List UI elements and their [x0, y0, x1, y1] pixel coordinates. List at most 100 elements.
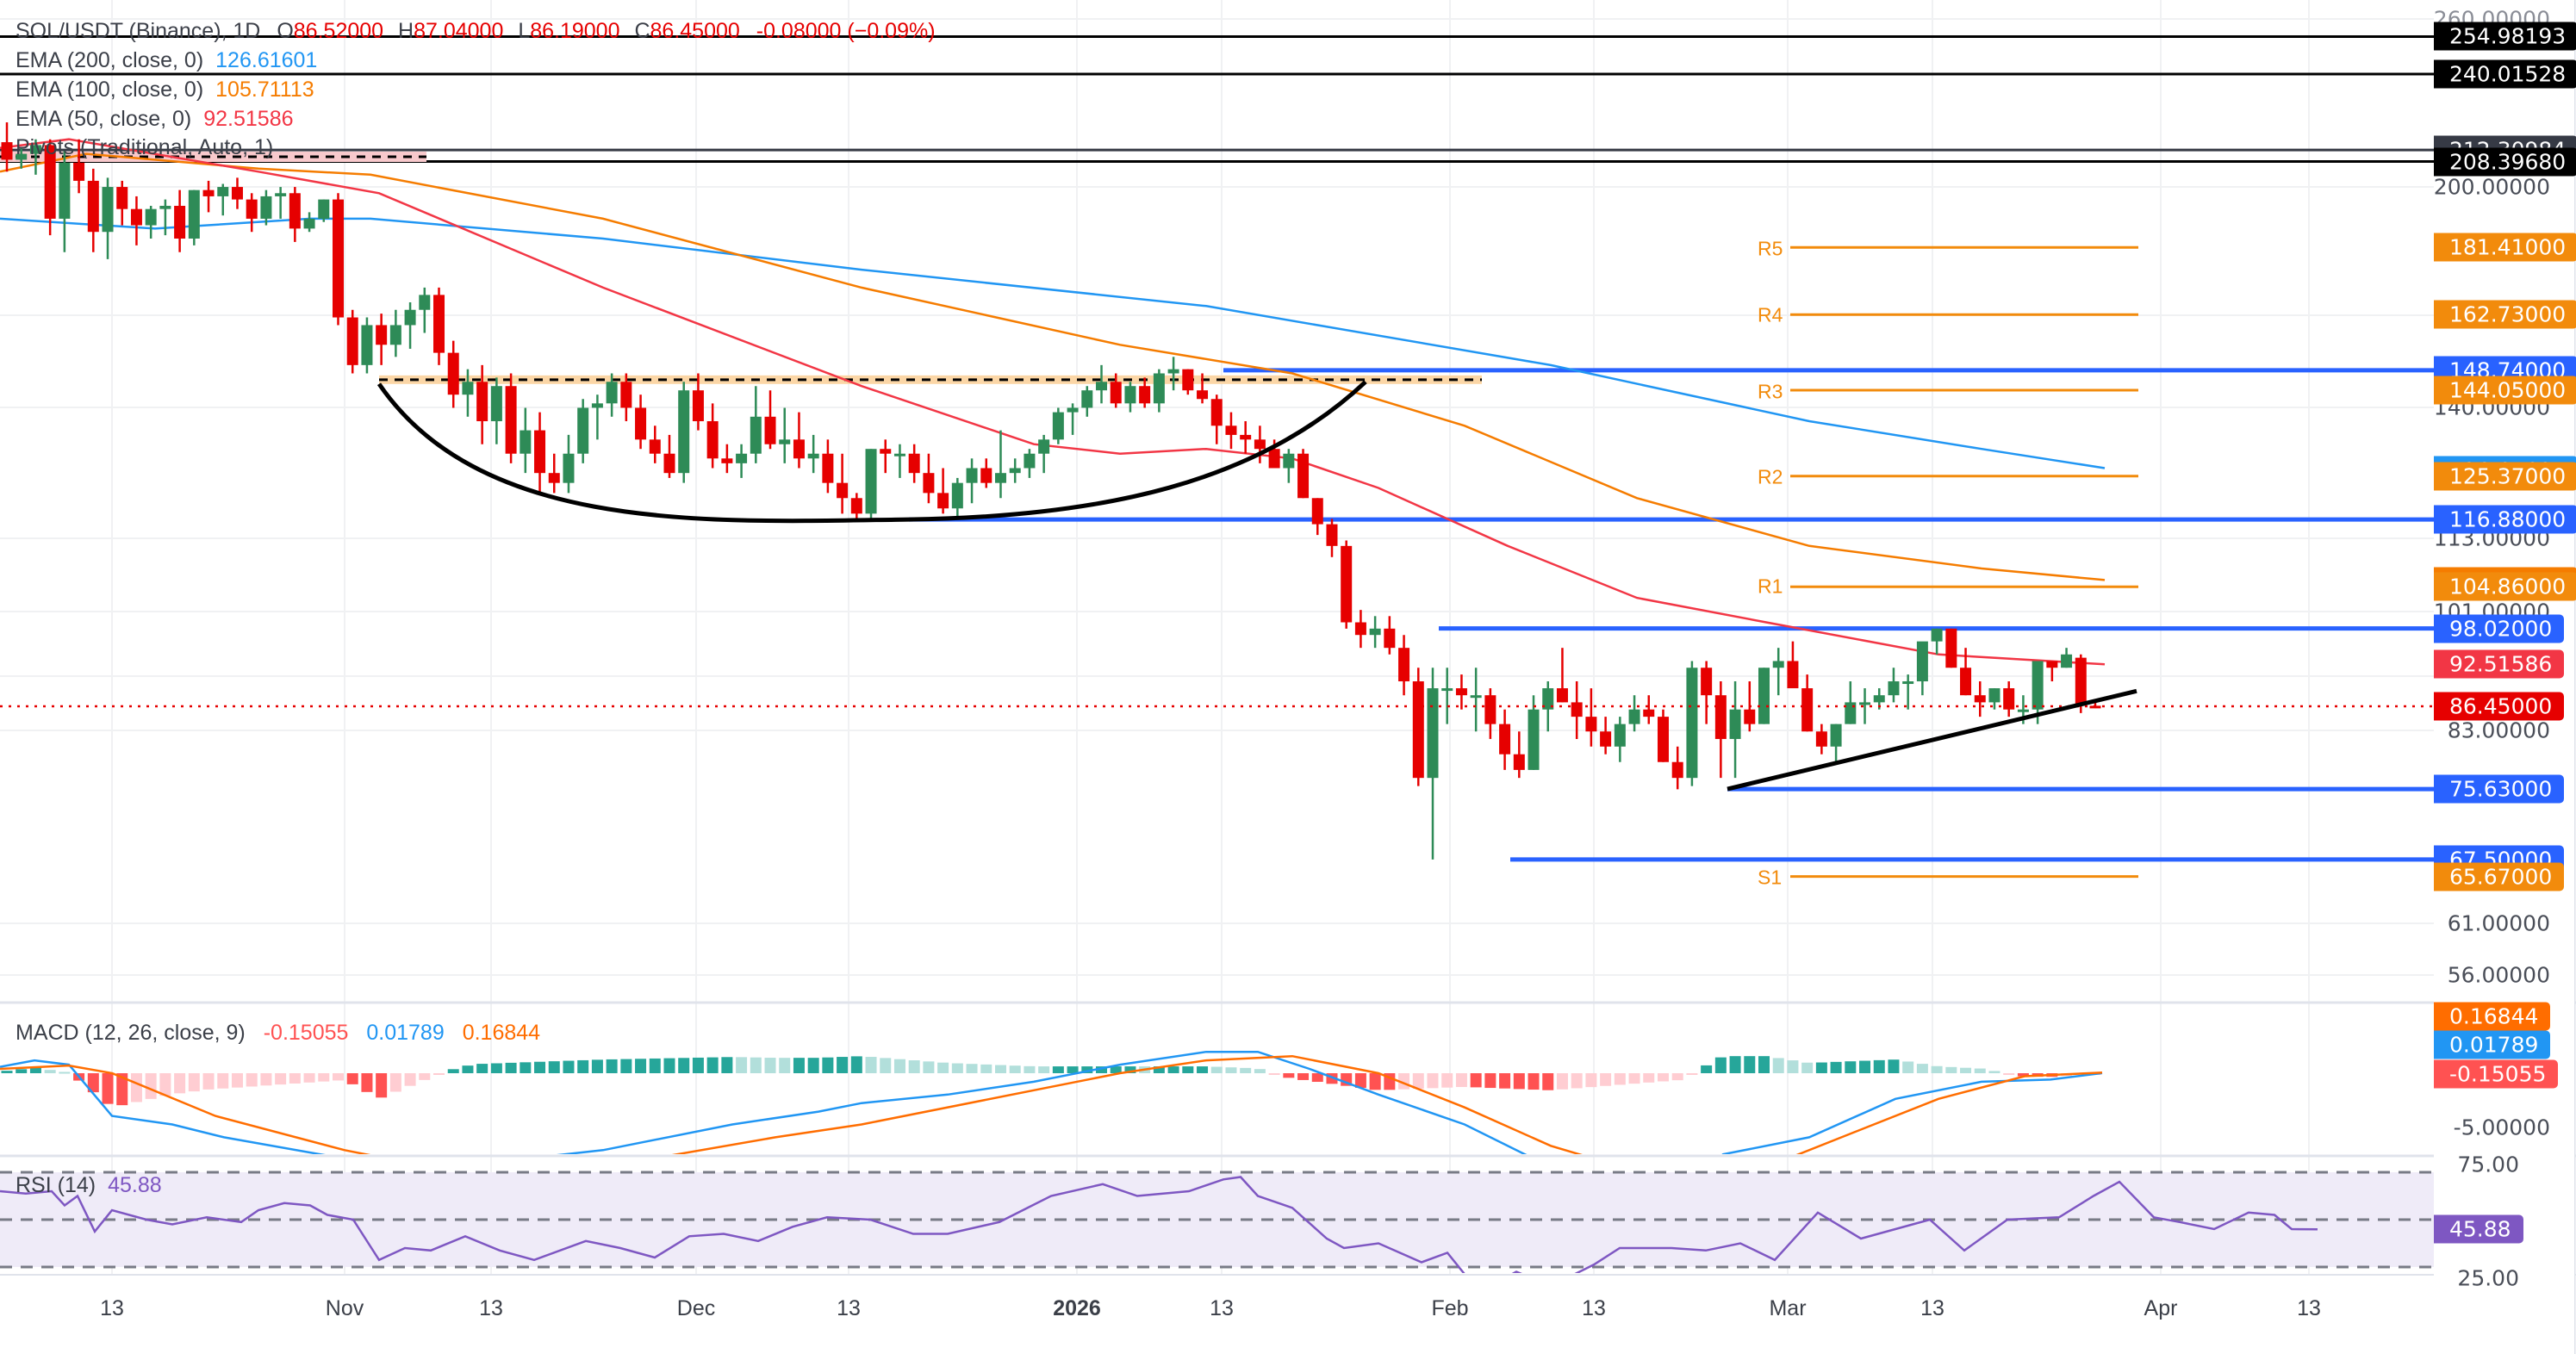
candle[interactable]	[736, 444, 748, 478]
candle[interactable]	[102, 177, 114, 259]
ema100-legend[interactable]: EMA (100, close, 0) 105.71113	[16, 78, 314, 102]
candle[interactable]	[1528, 695, 1540, 770]
candle[interactable]	[289, 187, 301, 242]
candle[interactable]	[1038, 434, 1050, 474]
candle[interactable]	[490, 377, 502, 444]
candle[interactable]	[462, 369, 474, 417]
candle[interactable]	[1542, 681, 1554, 732]
macd-signal-line[interactable]	[0, 1054, 2103, 1184]
candle[interactable]	[893, 444, 905, 478]
candle[interactable]	[1110, 373, 1122, 408]
ema50-line[interactable]	[0, 138, 2106, 666]
candle[interactable]	[1714, 681, 1727, 779]
candle[interactable]	[880, 439, 892, 474]
candle[interactable]	[217, 183, 229, 216]
candle[interactable]	[1067, 403, 1079, 435]
candle[interactable]	[721, 444, 733, 474]
candle[interactable]	[2003, 681, 2015, 717]
candle[interactable]	[1801, 674, 1814, 732]
candle[interactable]	[318, 199, 330, 222]
candle[interactable]	[1153, 369, 1165, 413]
pivots-legend[interactable]: Pivots (Traditional, Auto, 1)	[16, 135, 273, 160]
candle[interactable]	[1585, 688, 1597, 747]
candle[interactable]	[376, 314, 388, 365]
candle[interactable]	[87, 168, 99, 252]
candle[interactable]	[1167, 357, 1179, 391]
candle[interactable]	[361, 317, 373, 374]
candle[interactable]	[1758, 668, 1770, 724]
candle[interactable]	[1945, 628, 1957, 668]
candle[interactable]	[923, 453, 935, 504]
candle[interactable]	[1916, 641, 1928, 696]
candle[interactable]	[116, 180, 128, 226]
candle[interactable]	[1888, 668, 1900, 703]
candle[interactable]	[1470, 668, 1482, 732]
cup-pattern-arc[interactable]	[376, 380, 1367, 524]
candle[interactable]	[275, 187, 287, 219]
candle[interactable]	[779, 407, 791, 463]
candle[interactable]	[822, 439, 834, 494]
candle[interactable]	[837, 453, 849, 514]
candle[interactable]	[1974, 681, 1986, 717]
candle[interactable]	[130, 196, 142, 245]
rsi-legend[interactable]: RSI (14) 45.88	[16, 1173, 162, 1198]
candle[interactable]	[1398, 635, 1410, 696]
candle[interactable]	[1, 122, 13, 172]
candle[interactable]	[346, 309, 358, 374]
candle[interactable]	[1614, 717, 1626, 762]
candle[interactable]	[1369, 616, 1381, 649]
ema200-legend[interactable]: EMA (200, close, 0) 126.61601	[16, 48, 317, 73]
candle[interactable]	[188, 189, 200, 245]
candle[interactable]	[73, 139, 85, 194]
candle[interactable]	[2046, 661, 2058, 682]
candle[interactable]	[865, 449, 877, 519]
candle[interactable]	[1671, 746, 1683, 790]
candle[interactable]	[246, 193, 258, 233]
candle[interactable]	[520, 407, 532, 474]
rising-trendline[interactable]	[1727, 688, 2137, 792]
candle[interactable]	[534, 412, 546, 494]
candle[interactable]	[1513, 731, 1525, 779]
candle[interactable]	[548, 453, 560, 494]
candle[interactable]	[1960, 648, 1972, 696]
candle[interactable]	[649, 425, 661, 463]
candle[interactable]	[1931, 628, 1943, 655]
candle[interactable]	[1254, 425, 1266, 463]
candle[interactable]	[1657, 709, 1669, 762]
candle[interactable]	[1124, 382, 1136, 413]
candle[interactable]	[1441, 668, 1453, 724]
candle[interactable]	[807, 434, 819, 474]
candle[interactable]	[1455, 674, 1467, 710]
macd-line[interactable]	[0, 1050, 2103, 1193]
candle[interactable]	[994, 430, 1006, 499]
candle[interactable]	[1628, 695, 1640, 732]
candle[interactable]	[1787, 641, 1799, 689]
candle[interactable]	[1081, 386, 1093, 417]
candle[interactable]	[419, 287, 431, 333]
candle[interactable]	[389, 309, 401, 357]
candle[interactable]	[1830, 724, 1842, 762]
candle[interactable]	[1484, 688, 1496, 739]
ema100-line[interactable]	[0, 152, 2106, 581]
candle[interactable]	[1643, 695, 1655, 724]
candle[interactable]	[591, 394, 603, 440]
candle[interactable]	[606, 373, 618, 417]
candle[interactable]	[1988, 688, 2000, 710]
candle[interactable]	[2061, 648, 2073, 668]
candle[interactable]	[433, 287, 445, 365]
candle[interactable]	[1311, 498, 1323, 536]
candle[interactable]	[1240, 421, 1252, 454]
candle[interactable]	[1052, 407, 1064, 444]
candle[interactable]	[1902, 674, 1914, 710]
candle[interactable]	[1326, 519, 1338, 557]
candle[interactable]	[476, 364, 488, 444]
candle[interactable]	[1182, 369, 1194, 395]
macd-legend[interactable]: MACD (12, 26, close, 9) -0.15055 0.01789…	[16, 1021, 540, 1046]
candle[interactable]	[231, 177, 243, 209]
candle[interactable]	[1024, 449, 1036, 478]
macd-histogram[interactable]	[1, 1056, 2101, 1106]
ema200-line[interactable]	[0, 217, 2106, 469]
candle[interactable]	[692, 373, 704, 431]
symbol-legend[interactable]: SOL/USDT (Binance), 1D O86.52000 H87.040…	[16, 19, 936, 44]
